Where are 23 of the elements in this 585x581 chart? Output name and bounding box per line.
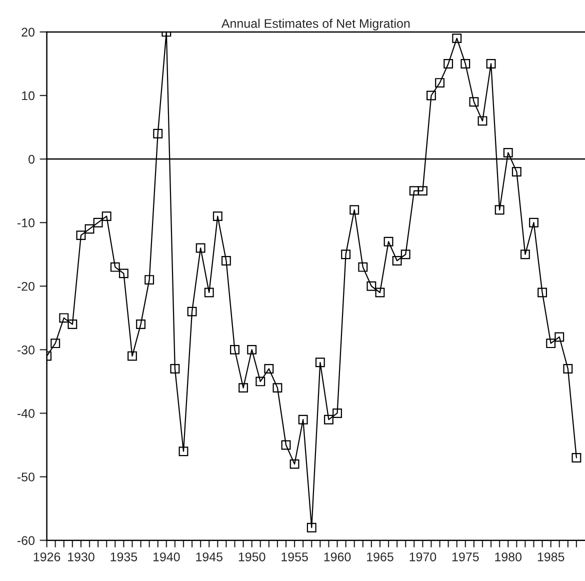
x-tick-label: 1955 bbox=[282, 552, 308, 562]
chart-title: Annual Estimates of Net Migration bbox=[221, 18, 410, 30]
x-tick-label: 1975 bbox=[452, 552, 479, 562]
x-tick-label: 1980 bbox=[495, 552, 522, 562]
x-tick-label: 1970 bbox=[410, 552, 436, 562]
y-tick-label: 20 bbox=[22, 28, 35, 37]
y-tick-label: -60 bbox=[17, 536, 35, 545]
x-tick-label: 1930 bbox=[68, 552, 94, 562]
y-tick-label: -20 bbox=[17, 282, 35, 291]
x-tick-label: 1960 bbox=[324, 552, 351, 562]
y-tick-label: -30 bbox=[17, 345, 35, 354]
y-tick-label: -10 bbox=[17, 218, 35, 228]
x-tick-label: 1935 bbox=[110, 552, 138, 562]
x-tick-label: 1945 bbox=[196, 552, 222, 562]
y-tick-label: -50 bbox=[17, 472, 35, 482]
y-tick-label: 10 bbox=[22, 91, 35, 100]
x-tick-label: 1950 bbox=[238, 552, 266, 562]
y-tick-label: -40 bbox=[17, 409, 35, 418]
x-tick-label: 1985 bbox=[538, 552, 564, 562]
x-tick-label: 1965 bbox=[367, 552, 394, 562]
x-tick-label: 1926 bbox=[34, 552, 60, 562]
y-tick-label: 0 bbox=[28, 154, 35, 164]
x-tick-label: 1940 bbox=[153, 552, 180, 562]
